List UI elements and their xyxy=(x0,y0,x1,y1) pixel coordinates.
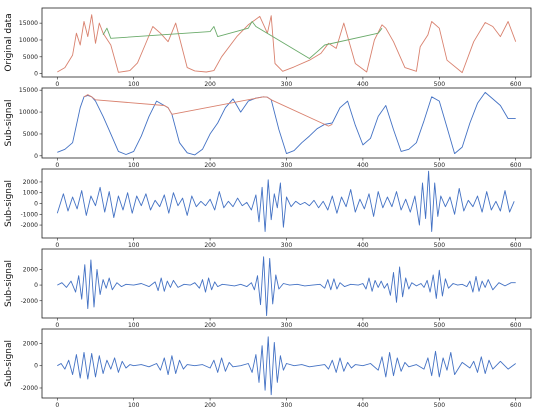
series-line-1 xyxy=(57,14,517,74)
y-tick-label: -2000 xyxy=(21,298,39,305)
subplot-5: 0 100 200 300 400 500 600 -2000 0 2000 Sub-signal xyxy=(4,328,532,407)
x-tick-label: 200 xyxy=(204,162,216,169)
x-tick-label: 0 xyxy=(55,162,59,169)
y-tick-label: 0 xyxy=(34,282,38,289)
x-tick-label: 300 xyxy=(281,162,293,169)
x-tick-label: 600 xyxy=(510,162,522,169)
x-tick-label: 400 xyxy=(357,322,369,329)
subplot-3: 0 100 200 300 400 500 600 -2000 -1000 0 1000 2000 Su… xyxy=(4,168,532,249)
axes-frame xyxy=(41,7,532,78)
y-tick-label: 15000 xyxy=(19,87,38,94)
x-tick-label: 400 xyxy=(357,81,369,88)
subplot-1: 0 100 200 300 400 500 600 0 5000 10000 15000 Origin… xyxy=(4,7,532,88)
subplot-2: 0 100 200 300 400 500 600 0 5000 10000 15000 Sub-si… xyxy=(4,87,532,169)
y-tick-label: 0 xyxy=(34,363,38,370)
y-axis-label: Sub-signal xyxy=(4,100,14,147)
x-tick-label: 500 xyxy=(434,402,446,407)
series-line-1 xyxy=(56,170,515,232)
y-axis-label: Sub-signal xyxy=(4,340,14,387)
x-tick-label: 600 xyxy=(510,322,522,329)
y-tick-label: -2000 xyxy=(21,222,39,229)
x-tick-label: 0 xyxy=(55,402,59,407)
subplot-4: 0 100 200 300 400 500 600 -2000 0 2000 Sub-signal xyxy=(4,248,532,329)
x-tick-label: 100 xyxy=(128,402,140,407)
x-tick-label: 200 xyxy=(204,81,216,88)
x-tick-label: 600 xyxy=(510,81,522,88)
x-tick-label: 500 xyxy=(434,81,446,88)
y-tick-label: 1000 xyxy=(23,190,38,197)
y-axis-label: Sub-signal xyxy=(4,180,14,227)
y-tick-label: -2000 xyxy=(21,385,39,392)
x-tick-label: 300 xyxy=(281,242,293,249)
y-tick-label: 15000 xyxy=(19,20,38,27)
y-tick-label: 10000 xyxy=(19,109,38,116)
y-tick-label: 0 xyxy=(34,71,38,78)
x-tick-label: 200 xyxy=(204,402,216,407)
y-tick-label: -1000 xyxy=(21,211,39,218)
x-tick-label: 600 xyxy=(510,402,522,407)
y-tick-label: 0 xyxy=(34,201,38,208)
axes-frame xyxy=(41,87,532,159)
y-tick-label: 5000 xyxy=(23,54,38,61)
series-line-1 xyxy=(57,336,516,396)
x-tick-label: 0 xyxy=(55,81,59,88)
y-tick-label: 5000 xyxy=(23,131,38,138)
x-tick-label: 500 xyxy=(434,162,446,169)
series-line-2 xyxy=(102,21,383,59)
series-line-1 xyxy=(57,91,516,156)
x-tick-label: 200 xyxy=(204,322,216,329)
x-tick-label: 400 xyxy=(357,242,369,249)
x-tick-label: 300 xyxy=(281,322,293,329)
x-tick-label: 300 xyxy=(281,81,293,88)
x-tick-label: 400 xyxy=(357,162,369,169)
x-tick-label: 300 xyxy=(281,402,293,407)
subplots: 0 100 200 300 400 500 600050001000015000Origin… xyxy=(4,7,532,407)
x-tick-label: 0 xyxy=(55,242,59,249)
series-line-1 xyxy=(57,256,516,317)
x-tick-label: 600 xyxy=(510,242,522,249)
x-tick-label: 400 xyxy=(357,402,369,407)
x-tick-label: 500 xyxy=(434,242,446,249)
y-tick-label: 10000 xyxy=(19,37,38,44)
y-tick-label: 2000 xyxy=(23,179,38,186)
x-tick-label: 0 xyxy=(55,322,59,329)
y-tick-label: 0 xyxy=(34,153,38,160)
y-axis-label: Sub-signal xyxy=(4,260,14,307)
series-line-2 xyxy=(83,94,333,127)
x-tick-label: 100 xyxy=(128,162,140,169)
axes-frame xyxy=(41,168,532,239)
x-tick-label: 500 xyxy=(434,322,446,329)
x-tick-label: 100 xyxy=(128,242,140,249)
y-tick-label: 2000 xyxy=(23,340,38,347)
y-tick-label: 2000 xyxy=(23,266,38,273)
y-axis-label: Original data xyxy=(4,13,14,71)
x-tick-label: 200 xyxy=(204,242,216,249)
axes-frame xyxy=(41,248,532,319)
x-tick-label: 100 xyxy=(128,81,140,88)
x-tick-label: 100 xyxy=(128,322,140,329)
